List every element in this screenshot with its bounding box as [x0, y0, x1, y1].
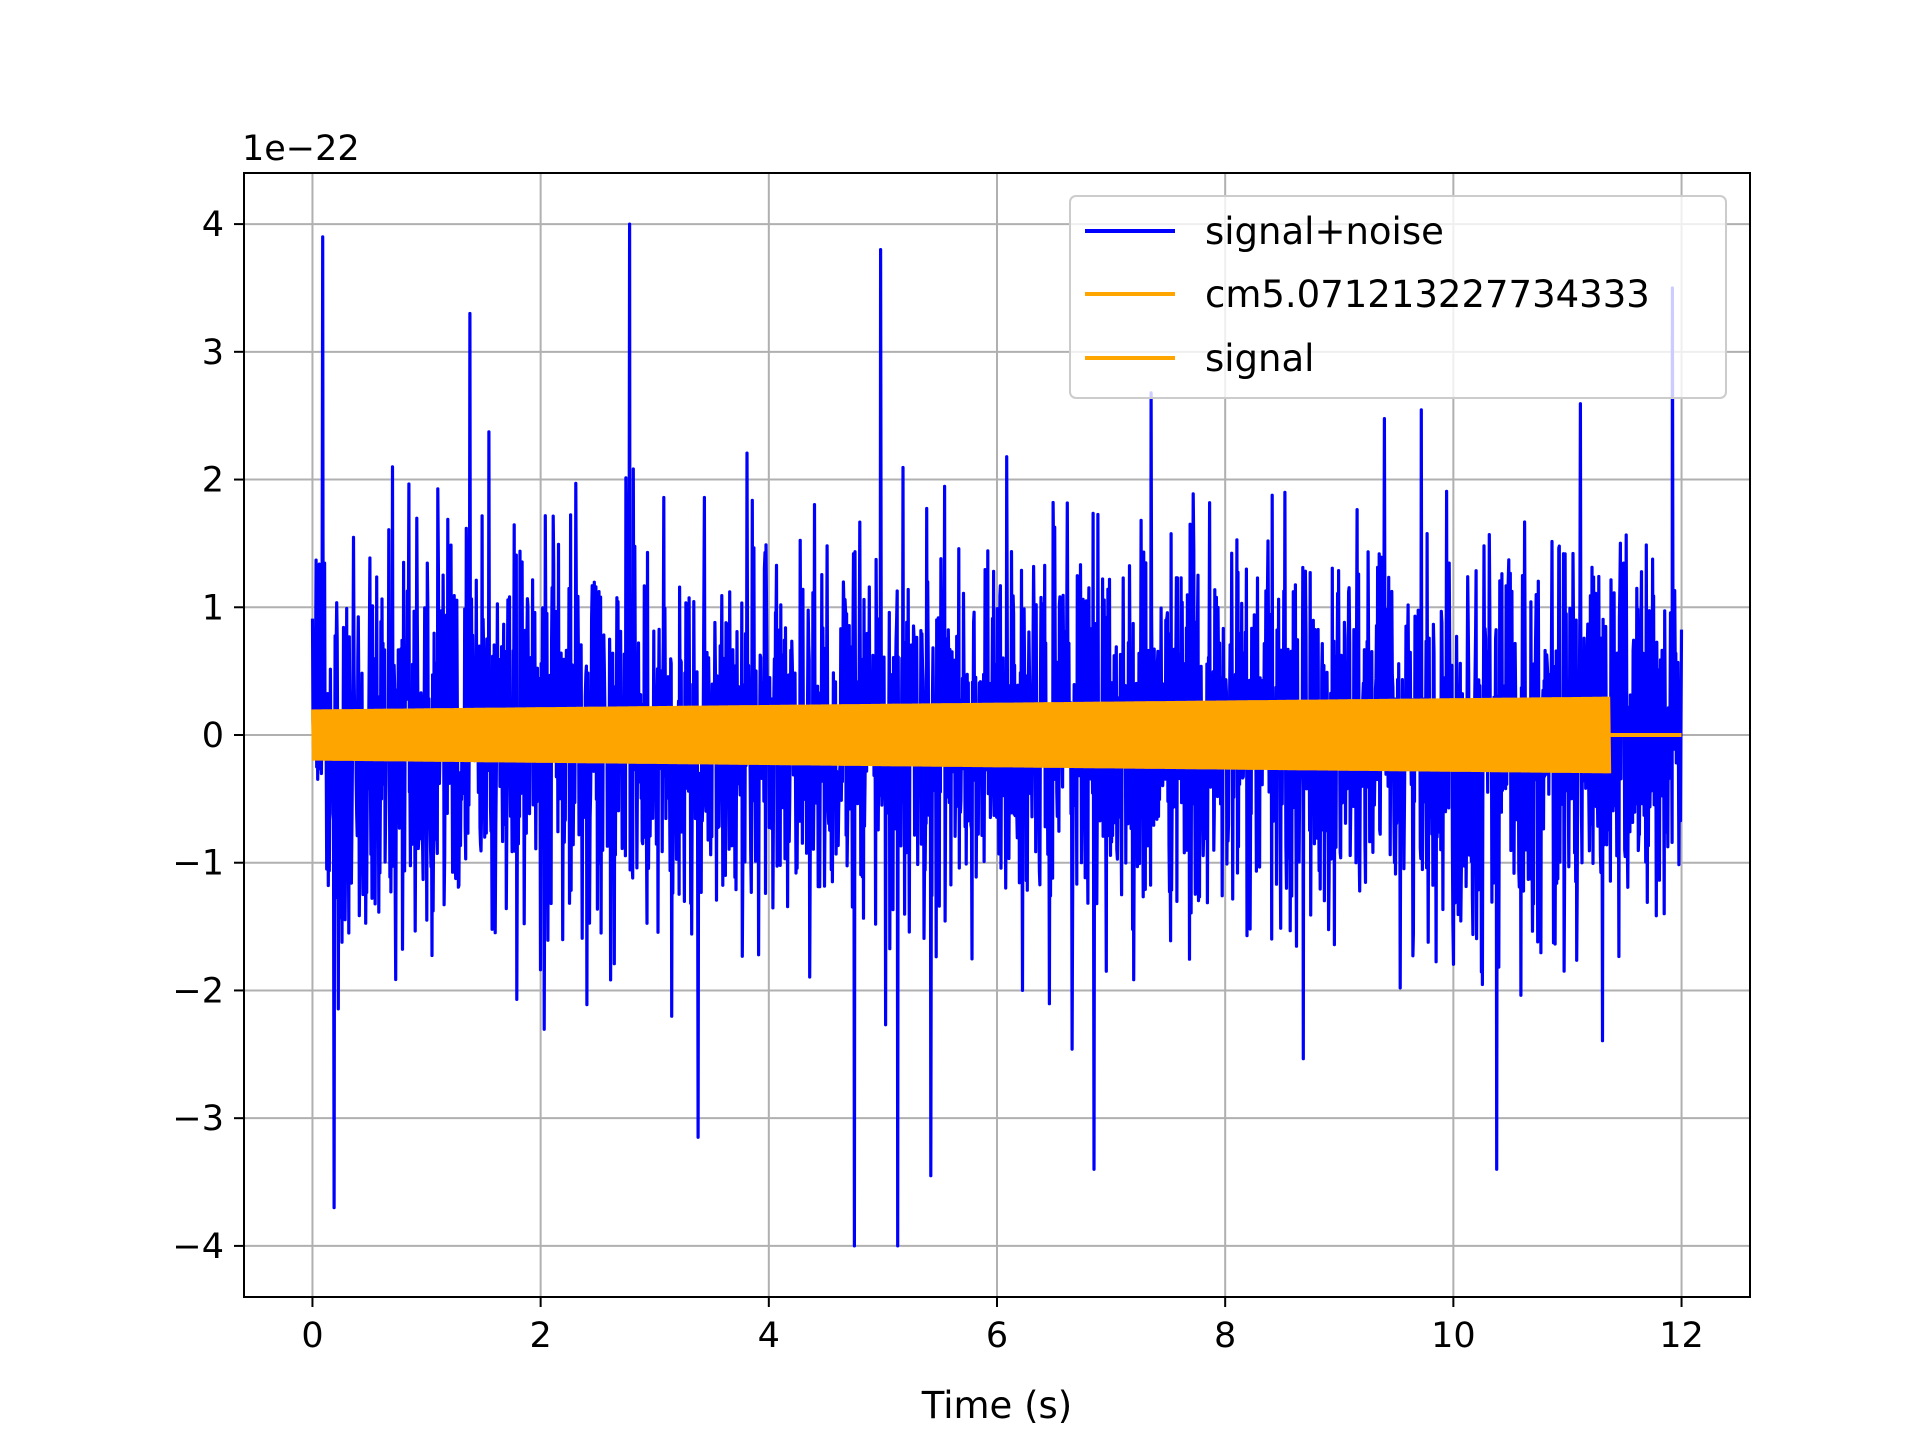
x-tick-label: 2: [529, 1316, 551, 1356]
y-offset-label: 1e−22: [242, 129, 360, 169]
y-tick-label: −2: [172, 971, 224, 1011]
legend-label-signal: signal: [1205, 337, 1314, 380]
y-tick-label: 0: [202, 716, 224, 756]
x-tick-label: 6: [986, 1316, 1008, 1356]
x-tick-label: 4: [758, 1316, 780, 1356]
y-tick-label: 2: [202, 461, 224, 501]
y-axis: −4 −3 −2 −1 0 1 2 3 4: [172, 205, 244, 1267]
x-tick-label: 8: [1214, 1316, 1236, 1356]
y-tick-label: 1: [202, 588, 224, 628]
x-tick-label: 10: [1431, 1316, 1476, 1356]
y-tick-label: −1: [172, 844, 224, 884]
legend-box: [1069, 195, 1727, 399]
y-tick-label: 4: [202, 205, 224, 245]
x-tick-label: 0: [301, 1316, 323, 1356]
y-tick-label: −3: [172, 1099, 224, 1139]
plot-area: [310, 222, 1684, 1248]
series-cm: [311, 696, 1612, 774]
x-axis-label: Time (s): [921, 1384, 1072, 1427]
legend-label-cm: cm5.071213227734333: [1205, 273, 1650, 316]
y-tick-label: −4: [172, 1227, 224, 1267]
x-tick-label: 12: [1659, 1316, 1704, 1356]
legend: signal+noise cm5.071213227734333 signal: [1069, 195, 1727, 399]
y-tick-label: 3: [202, 333, 224, 373]
x-axis: 0 2 4 6 8 10 12: [301, 1297, 1704, 1356]
legend-label-signal-noise: signal+noise: [1205, 210, 1444, 253]
